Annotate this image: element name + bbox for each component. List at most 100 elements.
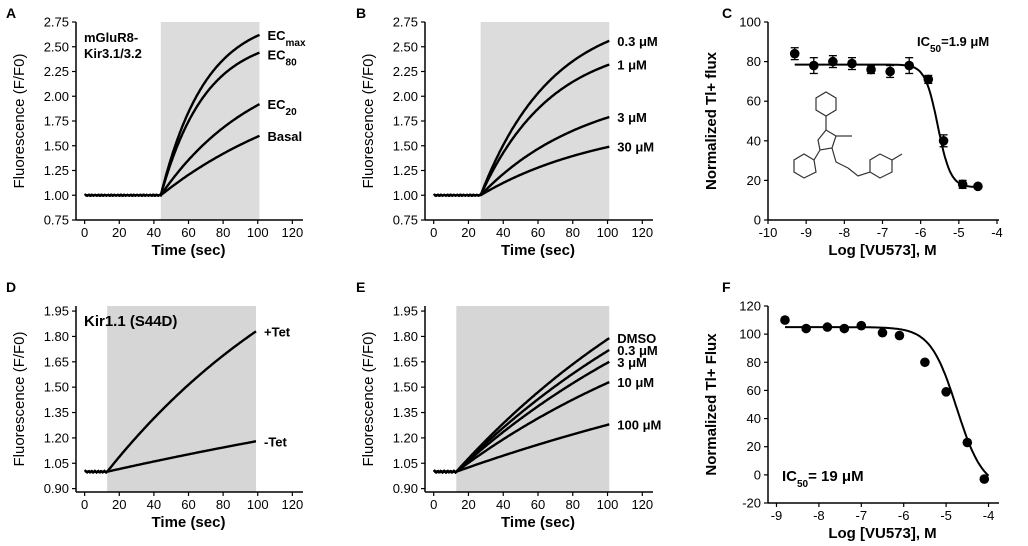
y-tick-label: 1.20: [44, 430, 69, 445]
fit-curve: [785, 326, 990, 477]
x-tick-label: -9: [800, 225, 812, 240]
y-tick-label: 1.20: [393, 430, 418, 445]
x-tick-label: 120: [631, 225, 653, 240]
data-point: [923, 74, 934, 85]
x-tick-label: 20: [112, 497, 126, 512]
y-tick-label: 1.65: [393, 354, 418, 369]
y-tick-label: 0: [754, 467, 761, 482]
panel-letter-c: C: [722, 5, 732, 21]
x-axis-title: Log [VU573], M: [828, 242, 936, 259]
ic50-subscript: 50: [930, 44, 942, 55]
series-line: [83, 440, 257, 475]
fit-curve: [794, 63, 978, 189]
x-tick-label: -9: [771, 508, 783, 523]
x-tick-label: 60: [531, 225, 545, 240]
ic50-value: =1.9 μM: [941, 34, 989, 49]
y-tick-label: 1.80: [44, 329, 69, 344]
x-axis-title: Log [VU573], M: [828, 525, 936, 542]
y-tick-label: 1.65: [44, 354, 69, 369]
y-tick-label: 80: [747, 355, 761, 370]
y-tick-label: 0.75: [44, 213, 69, 228]
data-point: [809, 60, 819, 71]
y-axis-title: Fluorescence (F/F0): [11, 53, 28, 188]
panel-letter-d: D: [6, 279, 16, 295]
y-axis-title: Fluorescence (F/F0): [11, 331, 28, 466]
series-label: DMSO: [617, 331, 656, 346]
ic50-subscript: 50: [797, 479, 809, 490]
y-tick-label: 2.50: [44, 39, 69, 54]
stimulus-window-shade: [107, 306, 257, 492]
y-tick-label: 0.90: [393, 481, 418, 496]
y-tick-label: 1.25: [393, 163, 418, 178]
y-tick-label: 20: [747, 439, 761, 454]
x-tick-label: -5: [953, 225, 965, 240]
panel-letter-b: B: [356, 5, 366, 21]
x-tick-label: -7: [877, 225, 889, 240]
y-tick-label: 1.00: [393, 188, 418, 203]
data-point: [962, 437, 973, 448]
x-tick-label: 20: [112, 225, 126, 240]
series-label: 3 μM: [617, 355, 647, 370]
series-label-subscript: 20: [286, 107, 298, 118]
y-tick-label: 40: [747, 133, 761, 148]
x-tick-label: 40: [496, 225, 510, 240]
x-tick-label: 40: [496, 497, 510, 512]
x-tick-label: -4: [983, 508, 995, 523]
inset-label: Kir1.1 (S44D): [84, 313, 177, 330]
data-point: [822, 322, 833, 332]
panel-letter-a: A: [6, 5, 16, 21]
y-tick-label: 2.50: [393, 39, 418, 54]
series-line: [84, 134, 260, 197]
data-point: [828, 56, 838, 67]
y-tick-label: 1.35: [393, 405, 418, 420]
x-axis-title: Time (sec): [501, 242, 575, 259]
x-tick-label: 0: [430, 497, 437, 512]
y-tick-label: 1.25: [44, 163, 69, 178]
data-point: [920, 357, 930, 368]
x-tick-label: -6: [915, 225, 927, 240]
data-point: [885, 66, 895, 77]
y-tick-label: 60: [747, 383, 761, 398]
y-axis-title: Normalized Tl+ flux: [703, 51, 720, 190]
x-tick-label: -8: [839, 225, 851, 240]
panel-a-chart: A 0 20 40 60 80 100 120 0.75 1.00 1.25 1.50 1.75 2.00…: [6, 5, 306, 259]
data-point: [957, 179, 968, 190]
stimulus-window-shade: [480, 22, 610, 220]
data-point: [894, 330, 905, 341]
y-tick-label: 1.75: [44, 114, 69, 129]
y-tick-label: 1.50: [44, 380, 69, 395]
series-label: 100 μM: [617, 417, 661, 432]
y-tick-label: 0: [754, 213, 761, 228]
y-tick-label: 2.75: [44, 15, 69, 30]
x-tick-label: -10: [759, 225, 778, 240]
data-point: [877, 327, 888, 338]
x-tick-label: 120: [631, 497, 653, 512]
series-label: -Tet: [264, 434, 288, 449]
y-tick-label: 20: [747, 173, 761, 188]
x-tick-label: 100: [597, 497, 619, 512]
y-axis-title: Fluorescence (F/F0): [360, 53, 377, 188]
panel-c-chart: C -10 -9 -8 -7 -6 -5 -4 0 20 40 60 80 100 Log [VU573],…: [703, 5, 1003, 259]
x-tick-label: 40: [147, 497, 161, 512]
x-tick-label: 0: [81, 225, 88, 240]
y-tick-label: 2.25: [393, 64, 418, 79]
x-axis-title: Time (sec): [152, 242, 226, 259]
y-tick-label: 1.00: [44, 188, 69, 203]
series-label: 30 μM: [617, 140, 654, 155]
y-tick-label: 0.75: [393, 213, 418, 228]
data-point: [789, 48, 800, 59]
x-tick-label: -6: [898, 508, 910, 523]
structure-bond: [793, 149, 821, 179]
x-tick-label: 60: [181, 497, 195, 512]
ic50-annotation: IC50= 19 μM: [782, 468, 864, 490]
inset-label: mGluR8-: [84, 30, 138, 45]
series-label: 0.3 μM: [617, 34, 657, 49]
inset-label: Kir3.1/3.2: [84, 46, 142, 61]
x-tick-label: 120: [281, 497, 303, 512]
series-label: 1 μM: [617, 58, 647, 73]
y-tick-label: 100: [739, 327, 761, 342]
ic50-value: = 19 μM: [808, 468, 863, 485]
x-tick-label: 60: [531, 497, 545, 512]
x-tick-label: 20: [461, 225, 475, 240]
